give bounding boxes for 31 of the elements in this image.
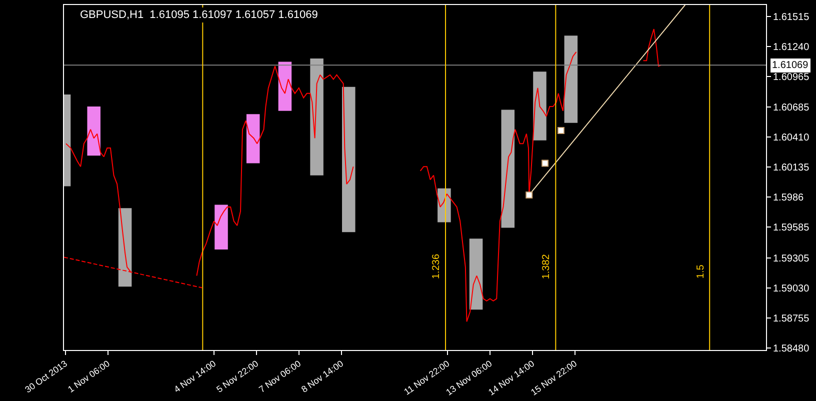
y-tick-label: 1.60410 <box>773 132 810 144</box>
annotation: 1.236 <box>431 254 442 280</box>
y-tick-label: 1.58480 <box>773 343 810 354</box>
bar <box>501 110 515 228</box>
bar <box>214 204 228 250</box>
y-tick-label: 1.60965 <box>773 72 810 84</box>
bar <box>533 72 546 140</box>
bar <box>87 106 100 156</box>
bar <box>564 36 578 123</box>
y-tick-label: 1.5986 <box>773 192 804 204</box>
annotation: 1.382 <box>541 254 552 280</box>
bar <box>246 114 260 164</box>
y-tick-label: 1.59305 <box>773 253 810 264</box>
y-tick-label: 1.60135 <box>773 162 810 174</box>
point <box>542 160 549 167</box>
annotation: 1.5 <box>696 264 707 279</box>
bar <box>278 62 292 111</box>
bar <box>469 238 483 310</box>
y-tick-label: 1.58755 <box>773 313 810 324</box>
bar <box>342 86 356 232</box>
point <box>526 191 533 198</box>
ref-line-label: 1.61069 <box>772 60 809 71</box>
y-tick-label: 1.61515 <box>773 12 810 23</box>
chart-title: GBPUSD,H1 1.61095 1.61097 1.61057 1.61069 <box>80 9 318 21</box>
y-tick-label: 1.61240 <box>773 42 810 53</box>
bar <box>310 58 324 176</box>
y-tick-label: 1.59585 <box>773 222 810 234</box>
point <box>557 127 564 134</box>
bar <box>118 208 132 287</box>
y-tick-label: 1.60685 <box>773 102 810 114</box>
y-tick-label: 1.59030 <box>773 283 810 294</box>
